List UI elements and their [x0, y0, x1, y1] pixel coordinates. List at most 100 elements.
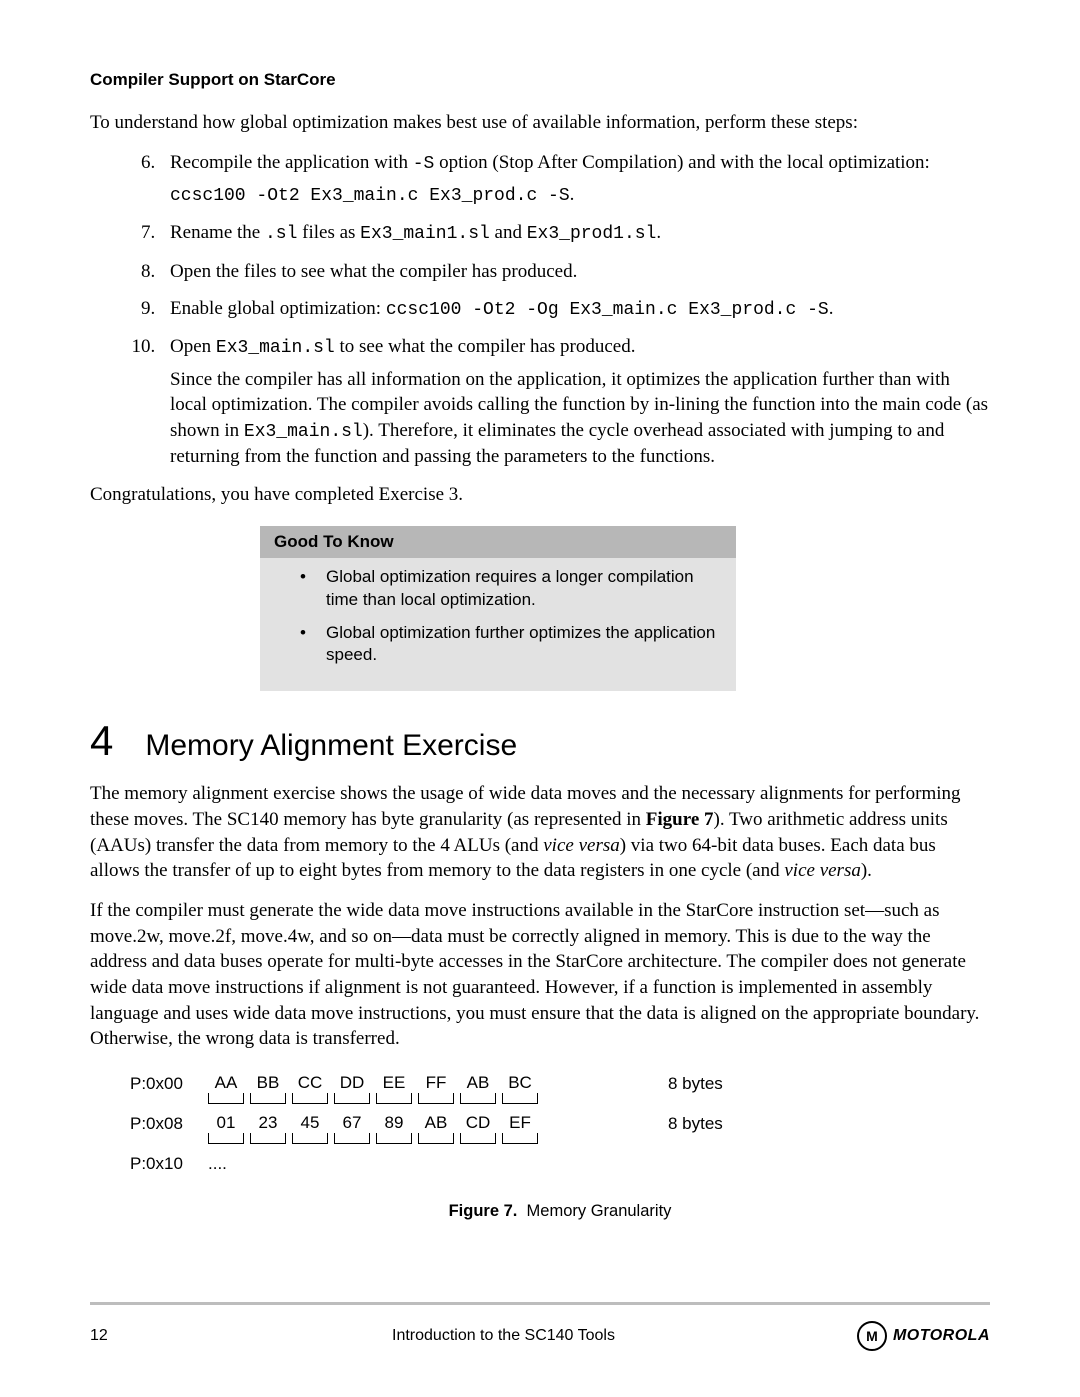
byte-value: EF — [502, 1114, 538, 1132]
good-to-know-title: Good To Know — [260, 526, 736, 558]
vice-versa: vice versa — [543, 835, 619, 856]
byte-value: AB — [418, 1114, 454, 1132]
memory-figure: P:0x00AA BB CC DD EE FF AB BC 8 bytes P:0x0801 23 4… — [90, 1066, 990, 1221]
step-8: Open the files to see what the compiler … — [160, 259, 990, 285]
byte-bracket-icon — [460, 1093, 496, 1104]
byte-bracket-icon — [250, 1093, 286, 1104]
inline-code: .sl — [265, 224, 297, 244]
motorola-logo-icon: M — [857, 1321, 887, 1351]
step-7: Rename the .sl files as Ex3_main1.sl and… — [160, 220, 990, 246]
byte-cell: 01 — [208, 1114, 244, 1144]
byte-bracket-icon — [376, 1093, 412, 1104]
figure-caption-label: Figure 7. — [449, 1202, 518, 1220]
step-text: Enable global optimization: — [170, 298, 386, 319]
byte-bracket-icon — [376, 1133, 412, 1144]
memory-address: P:0x00 — [130, 1074, 208, 1094]
memory-address: P:0x08 — [130, 1114, 208, 1134]
command-code: ccsc100 -Ot2 -Og Ex3_main.c Ex3_prod.c -… — [386, 300, 829, 320]
step-text: Rename the — [170, 222, 265, 243]
step-text: . — [656, 222, 661, 243]
byte-bracket-icon — [502, 1133, 538, 1144]
inline-code: Ex3_prod1.sl — [527, 224, 657, 244]
memory-row-tail: P:0x10 .... — [130, 1154, 990, 1174]
byte-bracket-icon — [418, 1133, 454, 1144]
inline-code: -S — [413, 154, 435, 174]
byte-value: AB — [460, 1074, 496, 1092]
motorola-logo-text: MOTOROLA — [893, 1327, 990, 1345]
running-header: Compiler Support on StarCore — [90, 70, 990, 90]
byte-cell: FF — [418, 1074, 454, 1104]
byte-cell: CC — [292, 1074, 328, 1104]
congrats-paragraph: Congratulations, you have completed Exer… — [90, 482, 990, 508]
bytes-note: 8 bytes — [668, 1114, 723, 1134]
chapter-number: 4 — [90, 717, 113, 765]
byte-cell: EF — [502, 1114, 538, 1144]
byte-value: 45 — [292, 1114, 328, 1132]
byte-bracket-icon — [502, 1093, 538, 1104]
byte-bracket-icon — [334, 1133, 370, 1144]
figure-ref: Figure 7 — [646, 809, 714, 830]
chapter-title: Memory Alignment Exercise — [145, 729, 517, 763]
vice-versa: vice versa — [784, 860, 860, 881]
step-text: Recompile the application with — [170, 152, 413, 173]
memory-bytes: AA BB CC DD EE FF AB BC — [208, 1074, 538, 1104]
byte-value: 89 — [376, 1114, 412, 1132]
good-to-know-item: Global optimization requires a longer co… — [300, 566, 718, 612]
byte-cell: BC — [502, 1074, 538, 1104]
byte-bracket-icon — [418, 1093, 454, 1104]
byte-value: AA — [208, 1074, 244, 1092]
byte-value: 23 — [250, 1114, 286, 1132]
byte-cell: CD — [460, 1114, 496, 1144]
byte-bracket-icon — [208, 1093, 244, 1104]
byte-value: 67 — [334, 1114, 370, 1132]
step-text: option (Stop After Compilation) and with… — [434, 152, 930, 173]
byte-cell: 89 — [376, 1114, 412, 1144]
byte-value: BC — [502, 1074, 538, 1092]
byte-bracket-icon — [292, 1093, 328, 1104]
step-6: Recompile the application with -S option… — [160, 150, 990, 209]
byte-bracket-icon — [292, 1133, 328, 1144]
figure-caption-text: Memory Granularity — [527, 1202, 672, 1220]
motorola-logo: M MOTOROLA — [857, 1321, 990, 1351]
step-text: and — [490, 222, 527, 243]
step-10: Open Ex3_main.sl to see what the compile… — [160, 334, 990, 470]
bytes-note: 8 bytes — [668, 1074, 723, 1094]
memory-paragraph-1: The memory alignment exercise shows the … — [90, 781, 990, 884]
byte-bracket-icon — [460, 1133, 496, 1144]
step-text: . — [829, 298, 834, 319]
inline-code: Ex3_main.sl — [216, 338, 335, 358]
footer-rule — [90, 1302, 990, 1305]
good-to-know-box: Good To Know Global optimization require… — [260, 526, 736, 692]
byte-cell: AA — [208, 1074, 244, 1104]
page: Compiler Support on StarCore To understa… — [0, 0, 1080, 1397]
inline-code: Ex3_main1.sl — [360, 224, 490, 244]
text: ). — [861, 860, 872, 881]
step-text: files as — [297, 222, 360, 243]
memory-row: P:0x00AA BB CC DD EE FF AB BC 8 bytes — [130, 1074, 990, 1104]
byte-cell: AB — [460, 1074, 496, 1104]
byte-value: DD — [334, 1074, 370, 1092]
memory-row: P:0x0801 23 45 67 89 AB CD EF 8 bytes — [130, 1114, 990, 1144]
byte-value: EE — [376, 1074, 412, 1092]
byte-value: BB — [250, 1074, 286, 1092]
step-subparagraph: Since the compiler has all information o… — [170, 367, 990, 470]
byte-cell: EE — [376, 1074, 412, 1104]
good-to-know-list: Global optimization requires a longer co… — [260, 558, 736, 682]
byte-cell: DD — [334, 1074, 370, 1104]
steps-list: Recompile the application with -S option… — [90, 150, 990, 470]
good-to-know-item: Global optimization further optimizes th… — [300, 622, 718, 668]
byte-cell: AB — [418, 1114, 454, 1144]
memory-bytes: 01 23 45 67 89 AB CD EF — [208, 1114, 538, 1144]
inline-code: Ex3_main.sl — [244, 422, 363, 442]
byte-bracket-icon — [208, 1133, 244, 1144]
page-number: 12 — [90, 1327, 150, 1345]
byte-cell: BB — [250, 1074, 286, 1104]
step-text: . — [570, 184, 575, 205]
step-text: to see what the compiler has produced. — [335, 336, 636, 357]
footer-title: Introduction to the SC140 Tools — [150, 1327, 857, 1345]
memory-address: P:0x10 — [130, 1154, 208, 1174]
step-text: Open — [170, 336, 216, 357]
intro-paragraph: To understand how global optimization ma… — [90, 110, 990, 136]
figure-caption: Figure 7. Memory Granularity — [130, 1202, 990, 1221]
byte-value: FF — [418, 1074, 454, 1092]
